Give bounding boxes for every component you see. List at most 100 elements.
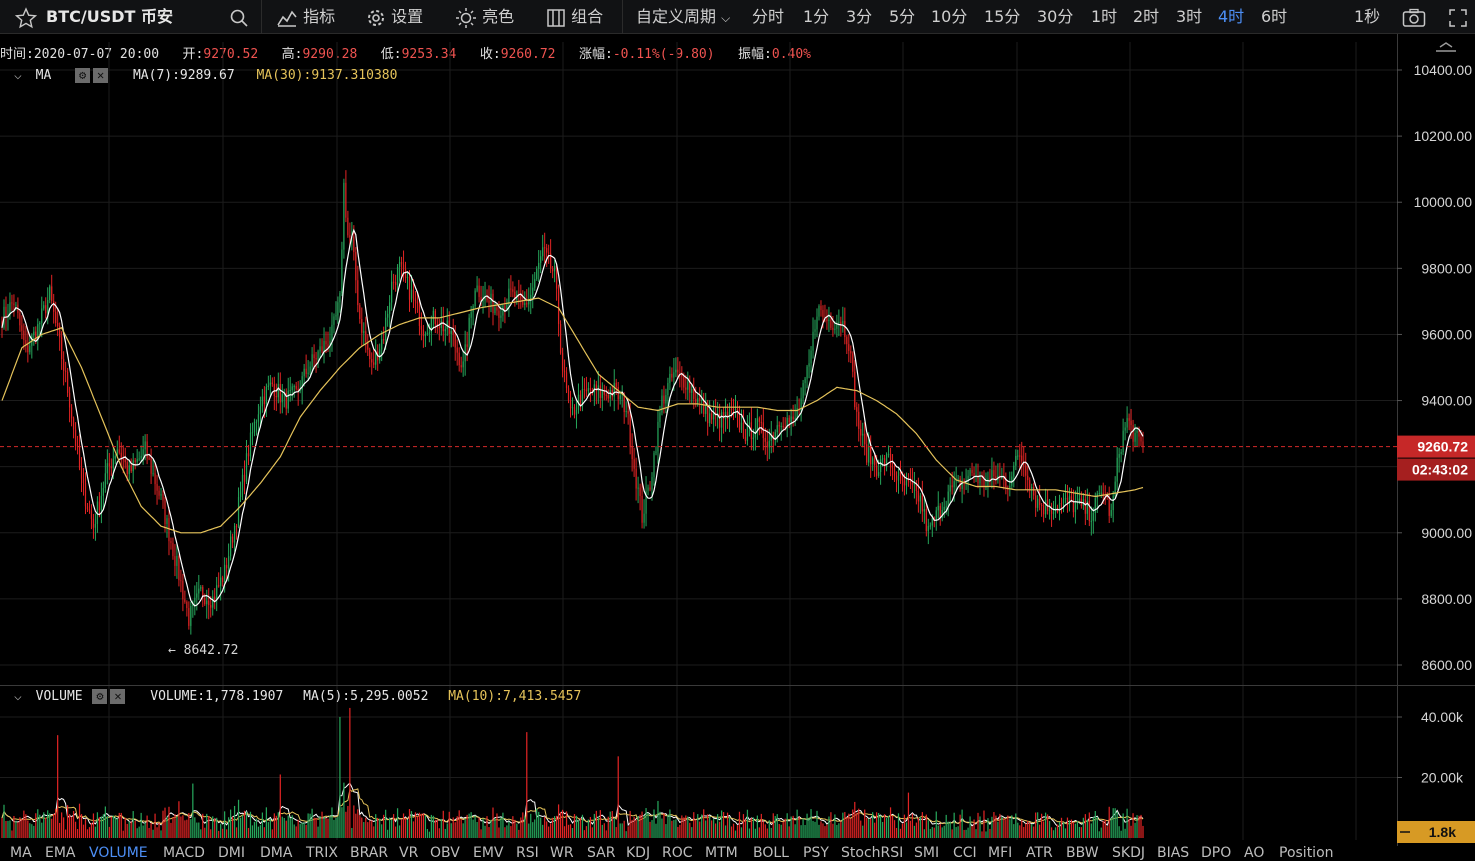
candle-body	[166, 518, 168, 524]
indicator-tab-skdj[interactable]: SKDJ	[1112, 845, 1145, 861]
indicator-tab-ma[interactable]: MA	[10, 845, 32, 861]
symbol-title[interactable]: BTC/USDT 币安	[46, 7, 173, 26]
period-7[interactable]: 1时	[1091, 7, 1118, 26]
volume-bar	[812, 820, 814, 838]
volume-bar	[796, 809, 798, 838]
candle-body	[291, 386, 293, 391]
candle-body	[210, 605, 212, 608]
indicator-tab-dpo[interactable]: DPO	[1201, 845, 1232, 861]
volume-bar	[1104, 819, 1106, 838]
volume-bar	[353, 805, 355, 838]
indicator-tab-ao[interactable]: AO	[1244, 845, 1265, 861]
indicator-tab-bias[interactable]: BIAS	[1157, 845, 1190, 861]
volume-bar	[122, 830, 124, 838]
volume-bar	[17, 822, 19, 838]
indicator-tab-psy[interactable]: PSY	[803, 845, 829, 861]
indicator-tab-mfi[interactable]: MFI	[988, 845, 1013, 861]
indicator-tab-roc[interactable]: ROC	[662, 845, 693, 861]
period-8[interactable]: 2时	[1133, 7, 1160, 26]
indicator-tab-kdj[interactable]: KDJ	[626, 845, 651, 861]
candle-body	[178, 555, 180, 581]
collapse-chevron-icon[interactable]: ⌵	[14, 68, 22, 83]
camera-icon[interactable]	[1402, 0, 1426, 34]
search-icon[interactable]	[229, 0, 249, 34]
candle-body	[164, 500, 166, 524]
refresh-interval[interactable]: 1秒	[1354, 7, 1381, 26]
indicator-tab-obv[interactable]: OBV	[430, 845, 460, 861]
candle-body	[1140, 436, 1142, 442]
close-value: 9260.72	[500, 47, 556, 62]
period-11[interactable]: 6时	[1261, 7, 1288, 26]
candle-body	[526, 303, 528, 305]
theme-button[interactable]: 亮色	[455, 0, 514, 34]
indicator-tab-brar[interactable]: BRAR	[350, 845, 389, 861]
favorite-star-icon[interactable]	[14, 0, 38, 34]
candle-body	[796, 408, 798, 418]
period-3[interactable]: 5分	[889, 7, 916, 26]
candle-body	[1078, 498, 1081, 502]
volume-bar	[816, 810, 818, 838]
volume-bar	[84, 819, 87, 838]
indicator-tab-dma[interactable]: DMA	[260, 845, 293, 861]
indicator-tab-stochrsi[interactable]: StochRSI	[841, 845, 904, 861]
indicator-tab-dmi[interactable]: DMI	[218, 845, 245, 861]
volume-bar	[1098, 831, 1100, 838]
ma-close-icon[interactable]: ✕	[93, 68, 109, 83]
period-10[interactable]: 4时	[1218, 7, 1245, 26]
indicator-tab-bbw[interactable]: BBW	[1066, 845, 1099, 861]
candle-body	[158, 490, 160, 496]
indicator-tab-wr[interactable]: WR	[550, 845, 574, 861]
indicator-tab-cci[interactable]: CCI	[953, 845, 977, 861]
volume-bar	[496, 813, 498, 838]
indicator-tab-sar[interactable]: SAR	[587, 845, 616, 861]
candle-body	[337, 302, 339, 316]
candle-body	[546, 248, 548, 253]
candle-body	[693, 389, 695, 399]
indicator-tab-macd[interactable]: MACD	[163, 845, 205, 861]
volume-bar	[907, 792, 910, 838]
fullscreen-icon[interactable]	[1448, 0, 1468, 34]
candle-body	[309, 366, 311, 373]
combo-button[interactable]: 组合	[546, 0, 603, 34]
volume-bar	[448, 811, 450, 838]
period-0[interactable]: 分时	[752, 7, 785, 26]
period-4[interactable]: 10分	[931, 7, 968, 26]
period-2[interactable]: 3分	[846, 7, 873, 26]
candle-body	[347, 217, 349, 236]
candle-body	[901, 475, 904, 481]
volume-bar	[1054, 827, 1057, 838]
indicator-tab-position[interactable]: Position	[1279, 845, 1334, 861]
indicator-tab-smi[interactable]: SMI	[914, 845, 940, 861]
period-1[interactable]: 1分	[803, 7, 830, 26]
amplitude-value: 0.40%	[771, 47, 812, 62]
indicator-tab-volume[interactable]: VOLUME	[89, 845, 148, 861]
candle-body	[13, 303, 15, 305]
volume-collapse-chevron-icon[interactable]: ⌵	[14, 689, 22, 704]
ma-settings-icon[interactable]: ⚙	[75, 68, 91, 83]
indicator-tab-rsi[interactable]: RSI	[516, 845, 539, 861]
settings-button[interactable]: 设置	[366, 0, 423, 34]
indicator-tab-boll[interactable]: BOLL	[753, 845, 789, 861]
volume-bar	[442, 810, 444, 838]
period-6[interactable]: 30分	[1037, 7, 1074, 26]
indicator-tab-atr[interactable]: ATR	[1026, 845, 1053, 861]
period-5[interactable]: 15分	[984, 7, 1021, 26]
indicator-tab-vr[interactable]: VR	[399, 845, 419, 861]
indicator-tab-emv[interactable]: EMV	[473, 845, 504, 861]
volume-settings-icon[interactable]: ⚙	[92, 689, 108, 704]
indicator-tab-trix[interactable]: TRIX	[306, 845, 338, 861]
custom-period-dropdown[interactable]: 自定义周期 ⌵	[636, 7, 731, 26]
volume-bar	[1100, 827, 1102, 838]
indicator-tab-ema[interactable]: EMA	[45, 845, 76, 861]
volume-bar	[1120, 830, 1122, 838]
candle-body	[474, 290, 476, 307]
volume-close-icon[interactable]: ✕	[110, 689, 126, 704]
volume-bar	[456, 816, 458, 838]
candle-body	[695, 398, 697, 403]
indicators-button[interactable]: 指标	[276, 0, 335, 34]
candle-body	[325, 340, 327, 345]
period-9[interactable]: 3时	[1176, 7, 1203, 26]
indicator-tab-mtm[interactable]: MTM	[705, 845, 738, 861]
candle-body	[190, 605, 192, 626]
